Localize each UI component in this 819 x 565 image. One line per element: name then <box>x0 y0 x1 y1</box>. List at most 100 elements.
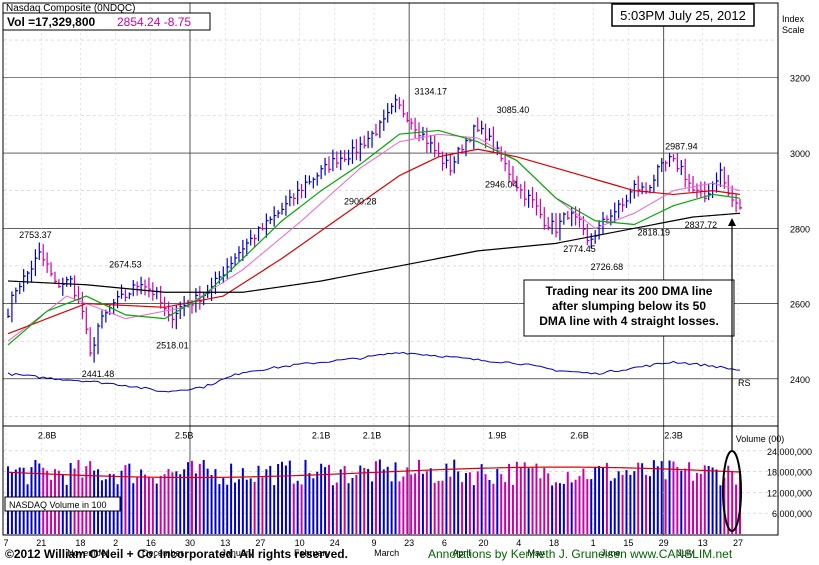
price-tick-label: 2400 <box>790 375 810 385</box>
price-bar <box>89 327 93 357</box>
month-label: January <box>221 548 254 558</box>
price-bar <box>422 126 426 141</box>
price-bar <box>414 117 418 139</box>
price-bar <box>66 276 69 287</box>
price-bar <box>23 269 26 292</box>
annotation-line: DMA line with 4 straight losses. <box>539 314 719 328</box>
price-bar <box>277 210 281 219</box>
price-bar <box>73 275 77 302</box>
price-bar <box>281 202 285 215</box>
price-bar <box>700 181 704 198</box>
x-tick-label: 27 <box>255 538 265 548</box>
price-bar <box>46 252 50 273</box>
price-bar <box>257 226 261 242</box>
price-label: 2818.19 <box>638 227 671 237</box>
price-bar <box>437 142 441 157</box>
price-bar <box>602 211 606 234</box>
price-bar <box>661 158 664 173</box>
price-bar <box>359 136 363 162</box>
price-bar <box>355 139 359 161</box>
price-bar <box>289 189 293 207</box>
volume-peak-label: 2.1B <box>363 431 382 441</box>
price-label: 2518.01 <box>156 340 189 350</box>
price-bar <box>312 177 316 189</box>
x-tick-label: 23 <box>404 538 414 548</box>
price-label: 3085.40 <box>497 105 530 115</box>
price-bar <box>300 183 304 199</box>
price-bar <box>19 282 22 295</box>
price-bar <box>226 258 230 279</box>
price-bar <box>590 233 594 249</box>
price-bar <box>402 99 406 118</box>
price-bar <box>387 103 390 123</box>
x-tick-label: 16 <box>146 538 156 548</box>
annotation-text: Trading near its 200 DMA line after slump… <box>539 284 719 328</box>
red-moving-average <box>7 148 741 335</box>
price-bar <box>93 336 97 363</box>
price-bar <box>586 223 590 246</box>
price-bar <box>273 206 277 227</box>
volume-peak-label: 2.1B <box>312 431 331 441</box>
x-tick-label: 18 <box>549 538 559 548</box>
index-scale-label-line-2: Scale <box>782 25 805 35</box>
price-label: 2900.28 <box>344 197 377 207</box>
month-label: May <box>527 548 545 558</box>
quote-box <box>2 12 211 31</box>
price-bar <box>539 198 543 219</box>
price-bar <box>731 185 735 208</box>
price-bar <box>293 193 296 206</box>
price-bar <box>637 175 641 197</box>
price-bar <box>614 202 617 223</box>
price-bar <box>269 216 273 224</box>
price-bar <box>618 200 621 219</box>
month-label: March <box>374 548 399 558</box>
month-label: April <box>452 548 470 558</box>
price-bar <box>484 123 488 149</box>
price-bar <box>171 307 175 329</box>
price-bar <box>207 284 210 298</box>
price-bar <box>684 158 688 188</box>
price-bar <box>265 213 269 238</box>
volume-peak-label: 1.9B <box>488 431 507 441</box>
month-label: February <box>294 548 331 558</box>
x-tick-label: 6 <box>442 538 447 548</box>
price-bar <box>371 130 375 148</box>
price-bar <box>105 309 109 323</box>
price-bar <box>680 160 684 176</box>
x-tick-label: 7 <box>3 538 8 548</box>
x-tick-label: 10 <box>295 538 305 548</box>
volume-peak-label: 2.5B <box>175 431 194 441</box>
price-bar <box>398 97 402 110</box>
price-bar <box>344 150 347 162</box>
price-bar <box>653 174 657 193</box>
volume-bars <box>7 459 741 534</box>
price-bar <box>163 296 167 317</box>
price-bar <box>657 164 660 187</box>
price-bar <box>54 271 58 284</box>
x-tick-label: 18 <box>75 538 85 548</box>
volume-label-box <box>4 496 121 512</box>
price-bar <box>528 189 531 208</box>
x-tick-label: 29 <box>659 538 669 548</box>
x-tick-label: 2 <box>113 538 118 548</box>
price-bar <box>254 234 257 248</box>
price-bar <box>11 291 15 323</box>
price-bar <box>42 244 46 267</box>
x-tick-label: 21 <box>36 538 46 548</box>
annotation-box <box>523 279 735 337</box>
moving-average-lines <box>7 129 741 393</box>
volume-tick-label: 18,000,000 <box>767 468 812 478</box>
price-bar <box>340 150 343 171</box>
price-bar <box>641 182 645 195</box>
price-bar <box>708 184 711 201</box>
price-bar <box>15 287 19 303</box>
price-bar <box>140 276 144 295</box>
x-tick-label: 13 <box>220 538 230 548</box>
price-bar <box>563 212 567 225</box>
price-label: 2774.45 <box>563 244 596 254</box>
x-tick-label: 1 <box>591 538 596 548</box>
price-bar <box>379 120 383 138</box>
timestamp: 5:03PM July 25, 2012 <box>620 8 746 23</box>
x-tick-label: 4 <box>516 538 521 548</box>
